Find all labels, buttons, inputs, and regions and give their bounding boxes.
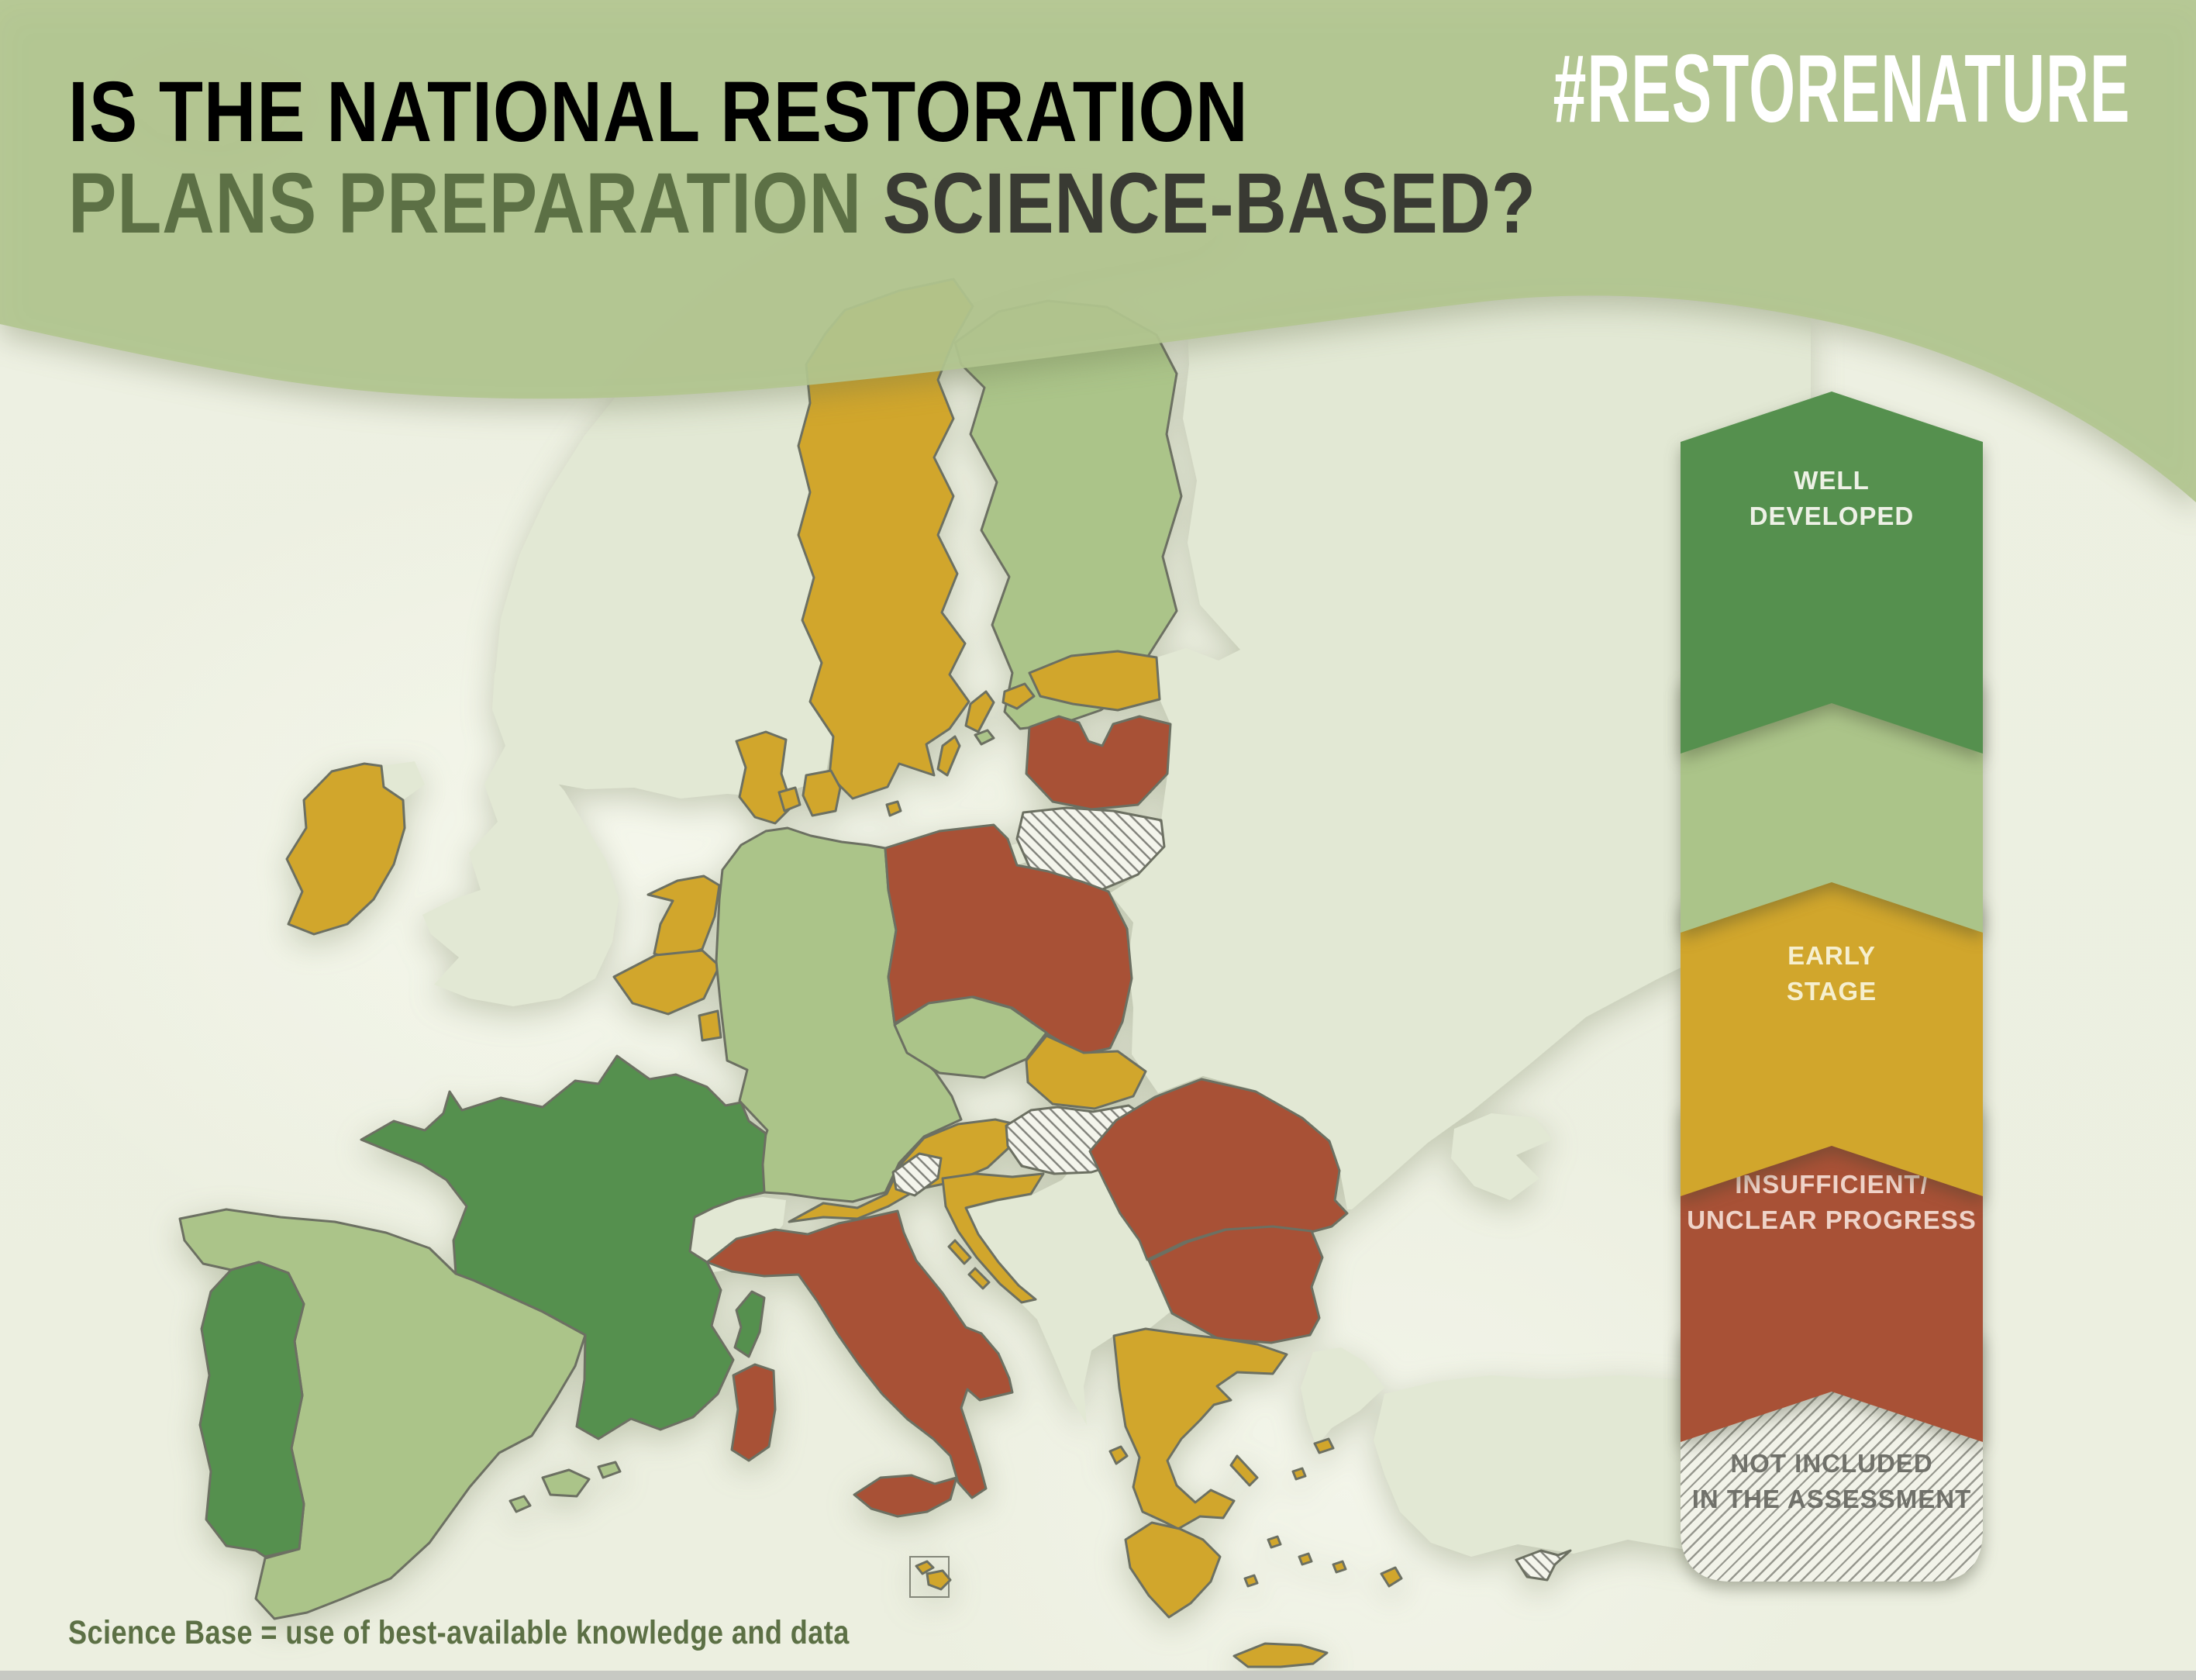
country-portugal: [198, 1261, 305, 1558]
region-western-balkans: [949, 1150, 1170, 1425]
island-zealand: [802, 769, 842, 817]
island-menorca: [597, 1461, 622, 1479]
country-poland: [884, 823, 1133, 1056]
island-gotland: [964, 690, 995, 733]
legend-label: NOT INCLUDED: [1730, 1449, 1933, 1478]
legend-label: WELL: [1794, 466, 1870, 495]
greece-peloponnese: [1124, 1521, 1222, 1619]
country-france: [360, 1054, 767, 1440]
region-united-kingdom: [422, 655, 619, 1006]
greece-islands: [1108, 1437, 1403, 1588]
bottom-strip: [0, 1671, 2196, 1680]
title-text-emphasis: SCIENCE-BASED?: [882, 156, 1536, 251]
legend-label: EARLY: [1787, 941, 1876, 970]
island-oland: [936, 735, 961, 777]
island-sardinia: [730, 1363, 777, 1462]
country-croatia: [941, 1172, 1045, 1304]
island-saaremaa: [1001, 682, 1036, 710]
legend-label: DEVELOPED: [1749, 502, 1915, 530]
country-netherlands: [646, 874, 721, 961]
legend-label: IN THE ASSESSMENT: [1691, 1485, 1972, 1513]
island-aland: [974, 729, 995, 746]
country-belgium: [612, 949, 721, 1016]
island-mallorca: [541, 1468, 591, 1498]
country-estonia: [1028, 650, 1161, 712]
country-lithuania: [1015, 806, 1166, 892]
legend-label: UNCLEAR PROGRESS: [1687, 1206, 1977, 1234]
island-gozo: [915, 1560, 935, 1575]
croatia-islands: [947, 1239, 991, 1290]
region-eastern-europe: [1110, 295, 1811, 1209]
legend-item-well-developed: WELL DEVELOPED: [1681, 392, 1983, 682]
country-cyprus: [1515, 1549, 1572, 1582]
country-romania: [1088, 1078, 1349, 1261]
legend-label: INSUFFICIENT/: [1735, 1170, 1929, 1199]
region-northern-ireland: [381, 761, 425, 800]
country-ireland: [285, 762, 406, 936]
country-slovakia: [1025, 1034, 1147, 1110]
header-wave-shape: [0, 0, 2196, 502]
country-italy: [705, 1209, 1014, 1499]
footnote: Science Base = use of best-available kno…: [68, 1614, 850, 1651]
hashtag-restorenature: #RESTORENATURE: [1553, 36, 2131, 143]
island-corsica: [733, 1290, 766, 1358]
island-ibiza: [508, 1495, 532, 1513]
island-crete: [1232, 1642, 1329, 1668]
island-sicily: [853, 1474, 958, 1518]
country-latvia: [1025, 715, 1172, 811]
country-denmark-jutland: [735, 730, 794, 825]
page-title-line1: IS THE NATIONAL RESTORATION: [68, 67, 1248, 158]
country-czechia: [893, 995, 1048, 1079]
country-bulgaria: [1147, 1225, 1324, 1344]
island-bornholm: [885, 800, 902, 817]
country-germany: [715, 826, 963, 1203]
island-malta: [926, 1569, 952, 1591]
page-title-line2: PLANS PREPARATION SCIENCE-BASED?: [68, 158, 1536, 250]
legend-label: STAGE: [1786, 977, 1877, 1006]
region-crimea: [1451, 1113, 1552, 1200]
island-funen: [777, 786, 802, 812]
title-text-1: IS THE NATIONAL RESTORATION: [68, 64, 1249, 160]
country-slovenia: [891, 1152, 943, 1197]
country-luxembourg: [698, 1009, 722, 1042]
title-text-2: PLANS PREPARATION: [68, 156, 883, 251]
region-switzerland: [690, 1197, 786, 1273]
header-wave: [0, 0, 2196, 502]
region-turkey-europe: [1301, 1347, 1384, 1447]
eu-countries: [178, 278, 1572, 1668]
country-greece-mainland: [1112, 1327, 1288, 1530]
